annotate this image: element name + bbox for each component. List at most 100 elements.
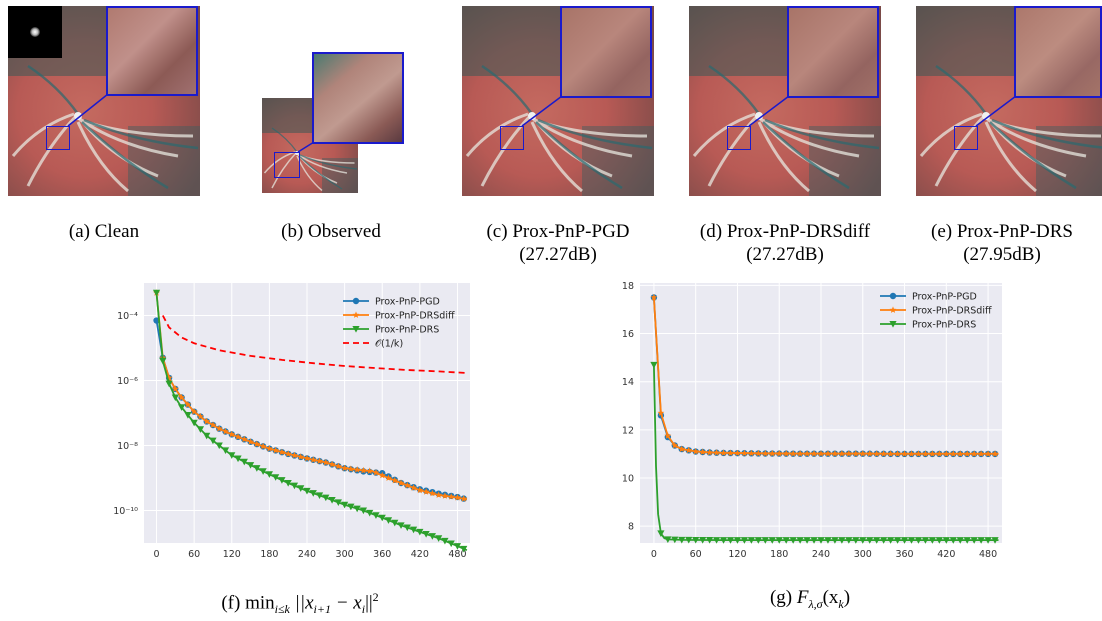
data-point: [963, 450, 971, 457]
data-point: [859, 537, 867, 544]
data-point: [428, 533, 436, 540]
data-point: [171, 385, 179, 392]
data-point: [747, 537, 755, 544]
data-point: [831, 450, 839, 457]
y-tick-label: 10: [622, 474, 634, 485]
data-point: [397, 479, 405, 486]
data-point: [429, 489, 436, 497]
data-point: [403, 524, 411, 532]
data-point: [347, 503, 355, 511]
data-point: [203, 432, 211, 440]
x-tick-label: 240: [298, 549, 316, 560]
data-point: [845, 537, 853, 544]
x-tick-label: 180: [260, 549, 278, 560]
data-point: [838, 537, 846, 544]
data-point: [977, 537, 985, 544]
data-point: [453, 543, 462, 550]
zoom-region-box: [274, 152, 300, 178]
data-point: [775, 450, 783, 457]
data-point: [303, 487, 311, 495]
data-point: [454, 494, 461, 501]
data-point: [184, 412, 192, 419]
data-point: [385, 474, 392, 481]
x-tick-label: 420: [411, 549, 429, 560]
data-point: [915, 450, 922, 457]
plot-g-svg: 0 60 120 180 240 300 360 420 480 8 10 12 14 16 18 Prox-…: [622, 281, 1002, 560]
data-point: [671, 536, 679, 544]
data-point: [447, 540, 455, 548]
data-point: [366, 467, 374, 474]
data-point: [366, 509, 374, 517]
data-point: [347, 465, 355, 472]
data-point: [391, 519, 399, 527]
zoom-inset: [560, 6, 652, 98]
data-point: [240, 458, 248, 466]
panel-pgd: [462, 6, 654, 196]
zoom-inset: [1014, 6, 1102, 98]
data-point: [391, 476, 399, 484]
x-tick-label: 180: [770, 549, 788, 560]
data-point: [733, 537, 742, 544]
zoom-inset: [787, 6, 879, 98]
data-point: [699, 448, 707, 455]
data-point: [460, 495, 468, 502]
data-point: [949, 537, 957, 544]
x-tick-label: 360: [373, 549, 391, 560]
data-point: [706, 448, 713, 456]
data-point: [328, 496, 336, 504]
series-line: [162, 315, 467, 374]
data-point: [789, 537, 797, 544]
data-point: [334, 462, 342, 470]
data-point: [435, 491, 443, 498]
data-point: [228, 430, 236, 438]
data-point: [284, 480, 292, 487]
legend-label: Prox-PnP-DRSdiff: [912, 306, 992, 317]
data-point: [699, 536, 707, 544]
data-point: [246, 462, 255, 469]
caption-e: (e) Prox-PnP-DRS (27.95dB): [931, 221, 1073, 265]
data-point: [178, 393, 185, 401]
y-tick-label: 14: [622, 377, 634, 388]
data-point: [768, 449, 776, 457]
data-point: [685, 536, 693, 544]
legend-marker: [352, 297, 360, 305]
series-2: [152, 289, 468, 553]
data-point: [754, 537, 762, 544]
y-tick-label: 18: [622, 281, 634, 292]
data-point: [720, 449, 727, 456]
data-point: [796, 537, 804, 544]
data-point: [922, 450, 929, 457]
data-point: [650, 361, 658, 369]
data-point: [171, 394, 179, 402]
data-point: [852, 450, 860, 457]
data-point: [963, 537, 971, 544]
panel-observed: [262, 52, 404, 196]
data-point: [353, 505, 361, 513]
legend-label: Prox-PnP-PGD: [375, 297, 440, 308]
data-point: [460, 545, 468, 553]
legend-marker: [889, 321, 897, 328]
panel-drs: [916, 6, 1102, 196]
data-point: [372, 469, 380, 476]
data-point: [253, 440, 261, 447]
data-point: [873, 537, 881, 544]
data-point: [384, 517, 393, 524]
data-point: [671, 441, 679, 449]
data-point: [228, 452, 236, 459]
data-point: [657, 530, 665, 537]
data-point: [410, 484, 417, 491]
data-point: [928, 537, 936, 544]
data-point: [203, 417, 211, 425]
data-point: [221, 447, 230, 454]
series-1: [650, 293, 999, 457]
y-tick-label: 12: [622, 425, 634, 436]
data-point: [259, 442, 267, 450]
data-point: [678, 445, 686, 452]
data-point: [873, 450, 881, 457]
data-point: [341, 501, 349, 509]
data-point: [977, 450, 985, 457]
x-tick-label: 120: [223, 549, 241, 560]
data-point: [887, 450, 894, 457]
data-point: [782, 537, 790, 544]
data-point: [991, 450, 999, 457]
